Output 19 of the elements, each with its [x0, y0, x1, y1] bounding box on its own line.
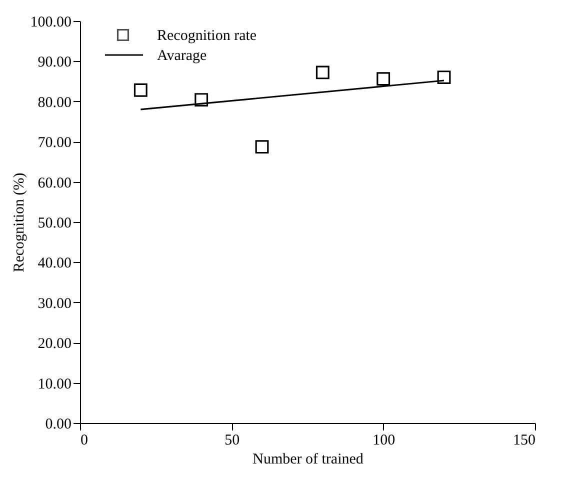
y-tick-label: 20.00: [38, 336, 72, 352]
legend-label: Recognition rate: [157, 28, 257, 44]
y-tick-label: 10.00: [38, 376, 72, 392]
x-tick-label: 150: [513, 432, 536, 448]
x-tick-label: 100: [372, 432, 396, 448]
y-tick-label: 30.00: [38, 296, 72, 312]
x-tick-label: 50: [224, 432, 240, 448]
y-tick-label: 60.00: [38, 175, 72, 192]
y-tick-label: 90.00: [38, 54, 72, 71]
y-tick-label: 0.00: [45, 416, 72, 432]
legend-label: Avarage: [157, 48, 208, 64]
y-tick-label: 50.00: [38, 216, 72, 232]
y-axis-title: Recognition (%): [11, 172, 28, 272]
y-tick-label: 80.00: [38, 94, 72, 111]
x-axis-title: Number of trained: [252, 452, 364, 468]
y-tick-label: 100.00: [30, 14, 72, 30]
y-tick-label: 40.00: [38, 256, 72, 272]
y-tick-label: 70.00: [38, 135, 72, 152]
x-tick-label: 0: [80, 432, 88, 448]
